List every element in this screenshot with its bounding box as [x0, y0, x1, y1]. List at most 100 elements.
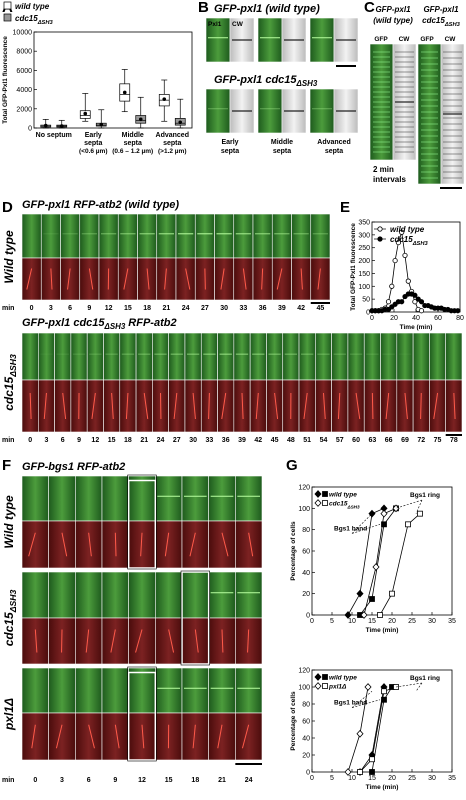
note: intervals	[373, 175, 406, 184]
marker	[395, 239, 401, 246]
microtubule	[192, 724, 196, 749]
x-tick-label: septa	[124, 140, 142, 147]
image-frame	[40, 213, 61, 259]
stage-label: septa	[273, 148, 291, 155]
row-label-part: cdc15	[2, 376, 16, 410]
x-tick-label: Middle	[122, 132, 144, 139]
microtubule	[168, 629, 175, 653]
row-label-part: ΔSH3	[8, 590, 18, 614]
panel-letter: G	[286, 457, 298, 474]
microtubule	[123, 268, 129, 290]
microtubule	[50, 268, 53, 290]
marker	[385, 306, 392, 313]
y-axis-label: Percentage of cells	[290, 521, 297, 581]
image-frame	[429, 379, 447, 433]
marker	[377, 612, 383, 618]
time-label: 15	[124, 305, 132, 312]
x-tick-label: 0	[370, 315, 374, 322]
x-tick-label: 10	[348, 775, 356, 782]
image-frame	[75, 520, 103, 569]
microtubule	[164, 532, 170, 557]
marker	[322, 500, 328, 506]
time-label: 48	[287, 437, 295, 444]
time-label: 72	[417, 437, 425, 444]
image-frame	[208, 667, 236, 714]
microtubule	[221, 629, 224, 653]
image-frame	[181, 617, 209, 665]
time-label: 27	[201, 305, 209, 312]
time-label: 9	[113, 777, 117, 784]
panel-letter: C	[364, 0, 375, 16]
image-frame	[347, 379, 365, 433]
image-frame	[184, 332, 202, 381]
x-tick-label: 5	[330, 775, 334, 782]
row-label-part: ΔSH3	[8, 354, 18, 378]
x-tick-label: 15	[368, 618, 376, 625]
image-frame	[249, 332, 267, 381]
image-frame	[86, 379, 104, 433]
image-frame	[235, 712, 263, 761]
image-frame	[75, 667, 103, 714]
time-label: 0	[30, 305, 34, 312]
time-label: 18	[191, 777, 199, 784]
marker	[381, 521, 387, 528]
microtubule	[88, 268, 94, 290]
image-frame	[310, 257, 331, 301]
image-frame	[48, 712, 76, 761]
x-tick-label: (<0.6 µm)	[79, 148, 108, 155]
microtubule	[247, 629, 250, 653]
row-label-part: cdc15	[2, 612, 16, 646]
image-frame	[75, 712, 103, 761]
time-label: 15	[165, 777, 173, 784]
marker	[399, 299, 405, 305]
leader	[351, 682, 423, 708]
legend-label: cdc15ΔSH3	[15, 14, 54, 26]
legend-label-part: cdc15	[329, 501, 348, 508]
y-axis-label: Percentage of cells	[290, 691, 297, 751]
microtubule	[114, 724, 120, 749]
legend-label-part: cdc15	[390, 235, 413, 244]
image-frame	[119, 379, 137, 433]
column-title-part: cdc15	[422, 16, 445, 25]
image-frame	[79, 257, 100, 301]
image-frame	[396, 332, 414, 381]
y-tick-label: 60	[302, 549, 310, 556]
image-frame	[54, 379, 72, 433]
x-tick-label: 15	[368, 775, 376, 782]
legend-label-part: wild type	[15, 2, 50, 11]
image-frame	[101, 571, 129, 619]
row-label-part: Wild type	[2, 230, 16, 284]
y-axis-label: Total GFP-Pxl1 fluorescence	[350, 223, 357, 311]
x-tick-label: 25	[408, 775, 416, 782]
channel-label: CW	[445, 36, 457, 43]
unit-label: min	[2, 437, 14, 444]
image-frame	[412, 332, 430, 381]
time-label: 3	[49, 305, 53, 312]
microtubule	[85, 629, 90, 653]
image-frame	[309, 17, 335, 63]
image-frame	[48, 571, 76, 619]
image-frame	[181, 571, 209, 619]
image-frame	[21, 667, 49, 714]
panel-letter: B	[198, 0, 209, 16]
microtubule	[135, 629, 143, 653]
time-label: 6	[61, 437, 65, 444]
time-label: 21	[140, 437, 148, 444]
image-frame	[331, 332, 349, 381]
plot-frame	[33, 31, 193, 129]
legend-label-part: ΔSH3	[37, 20, 54, 26]
time-label: 63	[368, 437, 376, 444]
image-frame	[181, 520, 209, 569]
image-frame	[310, 213, 331, 259]
microtubule	[189, 532, 196, 557]
mean	[59, 124, 64, 128]
time-label: 33	[239, 305, 247, 312]
image-frame	[103, 379, 121, 433]
marker	[402, 293, 408, 300]
microtubule	[26, 268, 33, 290]
image-frame	[181, 667, 209, 714]
image-frame	[315, 379, 332, 433]
legend-swatch	[3, 1, 12, 10]
image-frame	[233, 379, 251, 433]
legend-label-part: ΔSH3	[412, 241, 429, 247]
